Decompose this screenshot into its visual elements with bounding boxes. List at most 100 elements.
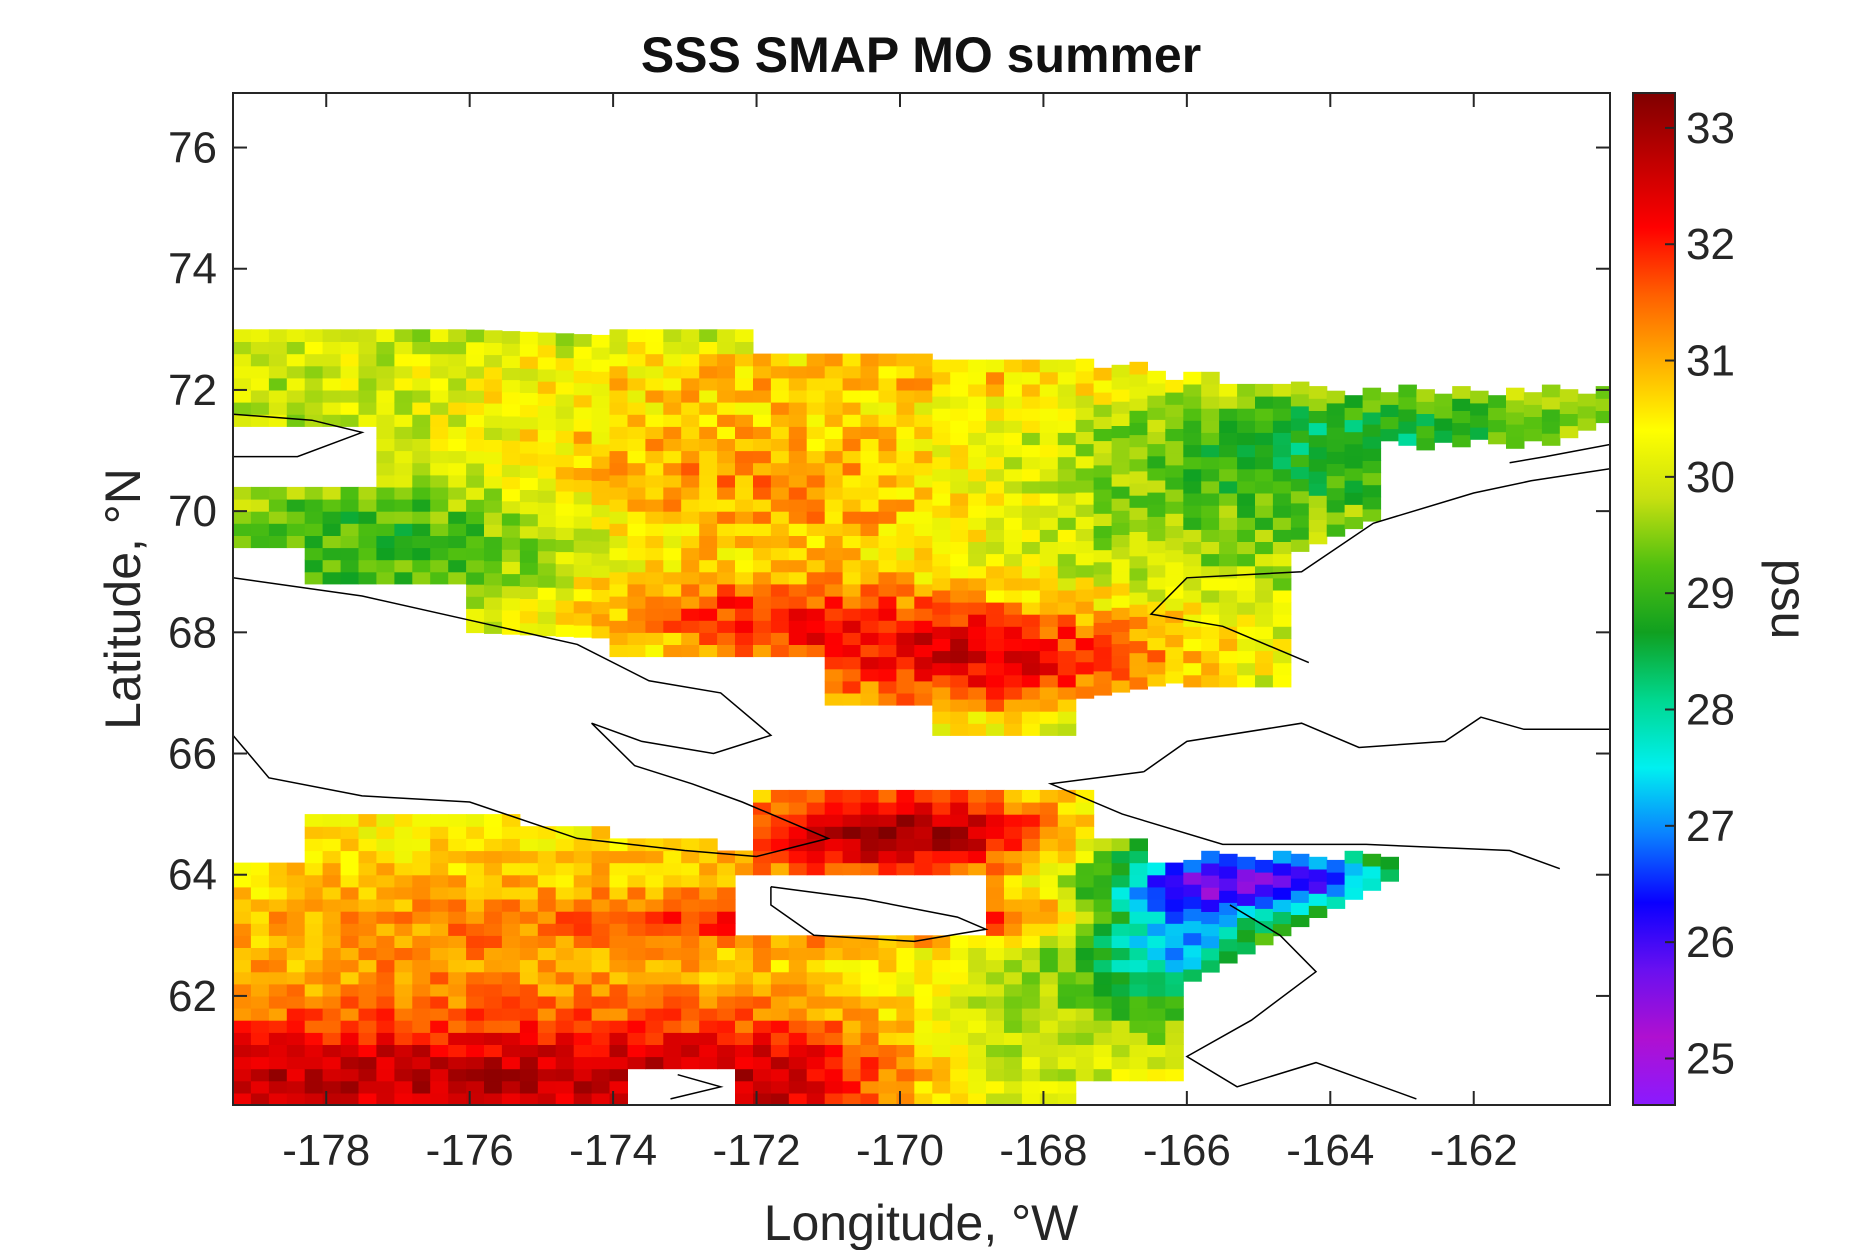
salinity-cell xyxy=(986,602,1005,615)
salinity-cell xyxy=(1004,505,1023,518)
salinity-cell xyxy=(1165,622,1184,635)
salinity-cell xyxy=(842,608,862,621)
salinity-cell xyxy=(645,547,664,561)
salinity-cell xyxy=(322,1080,342,1094)
salinity-cell xyxy=(842,826,862,839)
salinity-cell xyxy=(932,935,951,948)
salinity-cell xyxy=(358,402,377,415)
salinity-cell xyxy=(950,650,969,664)
salinity-cell xyxy=(753,995,772,1009)
salinity-cell xyxy=(1093,367,1113,381)
salinity-cell xyxy=(609,874,628,888)
salinity-cell xyxy=(950,850,969,864)
salinity-cell xyxy=(770,983,790,997)
salinity-cell xyxy=(1165,1008,1184,1021)
salinity-cell xyxy=(304,899,324,912)
salinity-cell xyxy=(555,430,575,443)
salinity-cell xyxy=(860,426,879,439)
salinity-cell xyxy=(466,947,485,961)
salinity-cell xyxy=(1004,1044,1023,1058)
salinity-cell xyxy=(358,862,377,876)
salinity-cell xyxy=(537,923,557,936)
salinity-cell xyxy=(1129,640,1148,654)
salinity-cell xyxy=(753,450,772,464)
salinity-cell xyxy=(986,686,1005,700)
salinity-cell xyxy=(878,486,897,500)
salinity-cell xyxy=(304,959,324,973)
salinity-cell xyxy=(1004,1008,1023,1021)
salinity-cell xyxy=(968,1008,987,1021)
salinity-cell xyxy=(1506,424,1525,437)
salinity-cell xyxy=(1004,493,1023,506)
salinity-cell xyxy=(878,571,897,585)
salinity-cell xyxy=(824,1068,844,1082)
salinity-cell xyxy=(394,1092,413,1105)
salinity-cell xyxy=(1129,567,1148,581)
salinity-cell xyxy=(501,1092,521,1105)
salinity-cell xyxy=(627,365,646,379)
salinity-cell xyxy=(1147,1008,1166,1021)
salinity-cell xyxy=(735,1056,754,1070)
salinity-cell xyxy=(627,341,646,355)
salinity-cell xyxy=(484,584,503,598)
salinity-cell xyxy=(1093,935,1113,948)
salinity-cell xyxy=(268,1080,288,1094)
salinity-cell xyxy=(1093,610,1113,623)
salinity-cell xyxy=(286,923,306,936)
salinity-cell xyxy=(1147,862,1166,876)
salinity-cell xyxy=(627,511,646,524)
salinity-cell xyxy=(1219,444,1238,458)
salinity-cell xyxy=(1147,625,1166,639)
salinity-cell xyxy=(340,329,360,342)
salinity-cell xyxy=(968,662,987,676)
salinity-cell xyxy=(1004,565,1023,579)
salinity-cell xyxy=(1255,577,1274,591)
salinity-cell xyxy=(896,547,915,561)
salinity-cell xyxy=(770,802,790,815)
salinity-cell xyxy=(914,414,933,427)
salinity-cell xyxy=(699,486,718,500)
y-tick-label: 64 xyxy=(168,851,217,900)
salinity-cell xyxy=(573,983,593,997)
salinity-cell xyxy=(537,344,557,358)
salinity-cell xyxy=(1111,364,1131,378)
salinity-cell xyxy=(1326,451,1346,464)
salinity-cell xyxy=(1219,493,1238,506)
salinity-cell xyxy=(484,850,503,864)
salinity-cell xyxy=(1057,493,1077,506)
salinity-cell xyxy=(1201,456,1220,470)
salinity-cell xyxy=(1237,941,1256,955)
salinity-cell xyxy=(1039,456,1059,470)
salinity-cell xyxy=(519,513,539,527)
salinity-cell xyxy=(1147,1044,1166,1058)
salinity-cell xyxy=(448,438,467,452)
salinity-cell xyxy=(394,1008,413,1021)
salinity-cell xyxy=(1111,401,1131,414)
salinity-cell xyxy=(878,535,897,549)
salinity-cell xyxy=(914,1008,933,1021)
salinity-cell xyxy=(1201,899,1220,912)
salinity-cell xyxy=(1201,589,1220,603)
salinity-cell xyxy=(268,983,288,997)
salinity-cell xyxy=(1506,436,1525,449)
salinity-cell xyxy=(842,389,862,403)
salinity-cell xyxy=(322,523,342,536)
salinity-cell xyxy=(842,365,862,379)
salinity-cell xyxy=(1075,443,1095,457)
salinity-cell xyxy=(573,334,593,347)
salinity-cell xyxy=(501,561,521,575)
salinity-cell xyxy=(699,377,718,391)
salinity-cell xyxy=(555,935,575,948)
salinity-cell xyxy=(1183,920,1202,934)
salinity-cell xyxy=(806,789,826,803)
x-tick-label: -162 xyxy=(1430,1126,1518,1175)
salinity-cell xyxy=(519,935,539,948)
salinity-cell xyxy=(358,1080,377,1094)
salinity-cell xyxy=(914,583,933,597)
salinity-cell xyxy=(842,1008,862,1021)
salinity-cell xyxy=(878,692,897,706)
salinity-cell xyxy=(250,983,270,997)
salinity-cell xyxy=(286,911,306,924)
salinity-cell xyxy=(896,971,915,985)
salinity-cell xyxy=(1380,428,1399,442)
